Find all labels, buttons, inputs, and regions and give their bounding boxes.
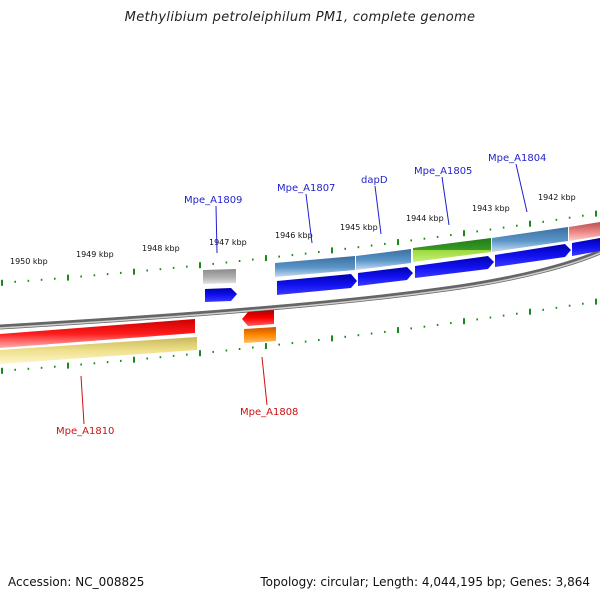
kbp-label: 1949 kbp	[76, 250, 114, 259]
cds-arrow-next[interactable]	[572, 238, 600, 256]
gene-label-dapd[interactable]: dapD	[361, 175, 388, 186]
genome-backbone-highlight	[0, 252, 600, 329]
genome-summary-text: Topology: circular; Length: 4,044,195 bp…	[260, 575, 590, 589]
cds-arrow-mpe-a1805[interactable]	[415, 256, 494, 278]
leader-line	[515, 163, 528, 213]
gene-box-mpe-a1805[interactable]	[413, 238, 491, 262]
cds-box-mpe-a1810[interactable]	[0, 337, 197, 364]
genome-backbone	[0, 249, 600, 330]
gene-box-next[interactable]	[569, 222, 600, 241]
kbp-label: 1945 kbp	[340, 223, 378, 232]
gene-box-dapd[interactable]	[356, 249, 411, 270]
leader-line	[215, 205, 218, 254]
top-tick-track	[1, 210, 597, 286]
cds-arrow-mpe-a1808-orange[interactable]	[244, 327, 276, 343]
bottom-tick-track	[1, 298, 597, 374]
cds-arrow-mpe-a1807[interactable]	[277, 274, 357, 295]
gene-box-mpe-a1810[interactable]	[0, 319, 195, 348]
leader-line	[374, 185, 382, 235]
accession-text: Accession: NC_008825	[8, 575, 145, 589]
gene-label-mpe-a1808[interactable]: Mpe_A1808	[240, 407, 298, 418]
kbp-label: 1942 kbp	[538, 193, 576, 202]
leader-line	[441, 176, 450, 226]
gene-box-mpe-a1807[interactable]	[275, 256, 355, 277]
cds-arrow-mpe-a1808[interactable]	[242, 310, 274, 326]
kbp-label: 1950 kbp	[10, 257, 48, 266]
gene-label-mpe-a1807[interactable]: Mpe_A1807	[277, 183, 335, 194]
cds-arrow-dapd[interactable]	[358, 267, 413, 286]
gene-label-mpe-a1810[interactable]: Mpe_A1810	[56, 426, 114, 437]
kbp-label: 1944 kbp	[406, 214, 444, 223]
kbp-labels: 1950 kbp 1949 kbp 1948 kbp 1947 kbp 1946…	[10, 193, 576, 266]
gene-label-mpe-a1804[interactable]: Mpe_A1804	[488, 153, 546, 164]
kbp-label: 1947 kbp	[209, 238, 247, 247]
kbp-label: 1946 kbp	[275, 231, 313, 240]
gene-label-mpe-a1805[interactable]: Mpe_A1805	[414, 166, 472, 177]
genome-title: Methylibium petroleiphilum PM1, complete…	[124, 10, 476, 25]
kbp-label: 1948 kbp	[142, 244, 180, 253]
leader-line	[305, 193, 313, 244]
kbp-label: 1943 kbp	[472, 204, 510, 213]
cds-arrow-mpe-a1804[interactable]	[495, 244, 571, 267]
leader-line	[261, 356, 268, 406]
cds-arrow-mpe-a1809[interactable]	[205, 288, 237, 302]
gene-box-mpe-a1809[interactable]	[203, 269, 236, 284]
leader-line	[80, 375, 85, 425]
gene-label-mpe-a1809[interactable]: Mpe_A1809	[184, 195, 242, 206]
gene-box-mpe-a1804[interactable]	[492, 227, 568, 252]
